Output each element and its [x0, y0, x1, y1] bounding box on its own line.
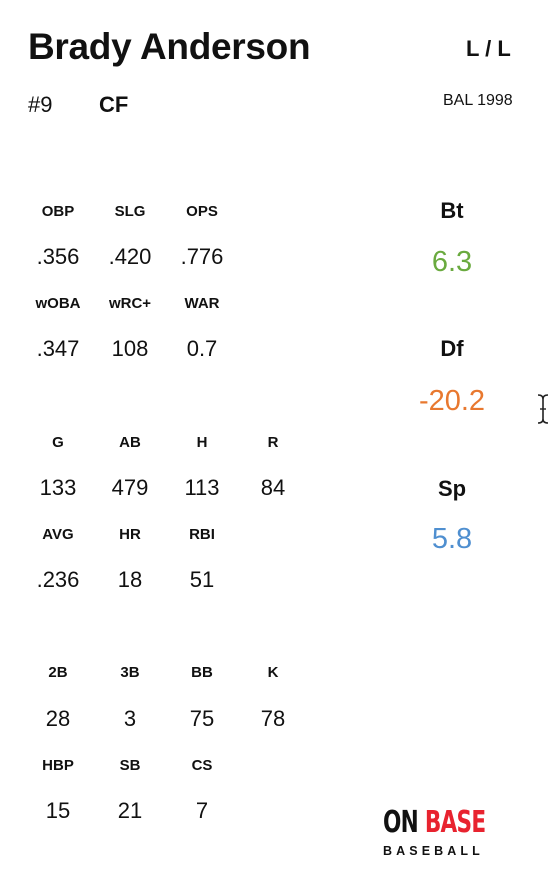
stat-value-cs: 7	[195, 798, 209, 823]
rating-label-df: Df	[440, 336, 464, 361]
player-position: CF	[99, 92, 129, 117]
stat-label-k: K	[267, 664, 279, 681]
rating-value-bt: 6.3	[431, 246, 473, 278]
stat-label-g: G	[52, 434, 64, 451]
stat-label-hr: HR	[119, 526, 141, 543]
stat-label-avg: AVG	[42, 526, 74, 543]
bats-throws: L / L	[466, 36, 511, 61]
rating-label-bt: Bt	[440, 198, 464, 223]
stat-value-h: 113	[184, 475, 220, 500]
stat-value-obp: .356	[36, 244, 80, 269]
stat-value-3b: 3	[123, 706, 137, 731]
stat-label-h: H	[196, 434, 208, 451]
stat-label-cs: CS	[191, 757, 213, 774]
stat-label-slg: SLG	[114, 203, 146, 220]
stat-value-r: 84	[260, 475, 286, 500]
jersey-number: #9	[28, 92, 53, 117]
player-name: Brady Anderson	[28, 26, 311, 67]
stat-value-k: 78	[260, 706, 286, 731]
stat-value-ab: 479	[111, 475, 149, 500]
stat-value-ops: .776	[180, 244, 224, 269]
stat-value-2b: 28	[45, 706, 71, 731]
text-cursor-icon	[536, 393, 550, 425]
stat-value-hbp: 15	[45, 798, 71, 823]
stat-label-ops: OPS	[186, 203, 218, 220]
stat-label-sb: SB	[119, 757, 141, 774]
logo-subtitle: BASEBALL	[383, 844, 484, 858]
stat-label-war: WAR	[184, 295, 220, 312]
stat-value-hr: 18	[117, 567, 143, 592]
stat-label-hbp: HBP	[42, 757, 74, 774]
rating-label-sp: Sp	[437, 476, 467, 501]
stat-value-rbi: 51	[189, 567, 215, 592]
stat-label-r: R	[267, 434, 279, 451]
stat-label-obp: OBP	[41, 203, 75, 220]
stat-label-bb: BB	[191, 664, 213, 681]
rating-value-sp: 5.8	[431, 523, 473, 555]
stat-label-rbi: RBI	[189, 526, 215, 543]
on-base-baseball-logo: ON BASE BASEBALL	[383, 805, 493, 859]
stat-value-bb: 75	[189, 706, 215, 731]
stat-value-avg: .236	[36, 567, 80, 592]
rating-value-df: -20.2	[418, 385, 486, 417]
stat-value-wrc-plus: 108	[111, 336, 149, 361]
stat-value-g: 133	[39, 475, 77, 500]
stat-label-ab: AB	[119, 434, 141, 451]
logo-word-on: ON	[383, 805, 419, 840]
stat-value-sb: 21	[117, 798, 143, 823]
stat-value-woba: .347	[36, 336, 80, 361]
logo-word-base: BASE	[424, 805, 486, 840]
stat-label-3b: 3B	[120, 664, 140, 681]
stat-label-2b: 2B	[48, 664, 68, 681]
team-year: BAL 1998	[443, 92, 513, 109]
stat-label-woba: wOBA	[35, 295, 81, 312]
stat-label-wrc-plus: wRC+	[108, 295, 152, 312]
stat-value-slg: .420	[108, 244, 152, 269]
stat-value-war: 0.7	[186, 336, 218, 361]
